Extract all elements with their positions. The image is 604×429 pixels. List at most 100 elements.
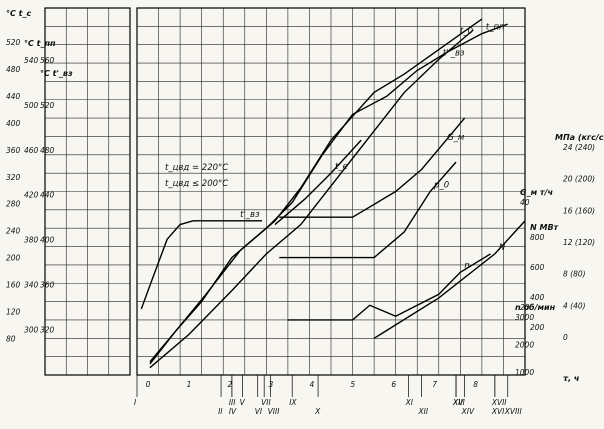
left-axis-tick-label: 320 bbox=[40, 326, 55, 335]
x-axis-tick-label: 4 bbox=[309, 380, 314, 389]
left-axis-tick-label: 120 bbox=[6, 308, 21, 317]
right-axis-header: n об/мин bbox=[515, 302, 556, 312]
series-line-n bbox=[287, 253, 491, 321]
right-axis-tick-label: 20 (200) bbox=[563, 175, 595, 184]
right-axis-header: N МВт bbox=[530, 223, 560, 232]
left-axis-tick-label: 200 bbox=[6, 254, 21, 263]
series-line-t''_вз bbox=[149, 29, 474, 369]
series-line-t_пп bbox=[149, 23, 508, 365]
right-axis-tick-label: 200 bbox=[530, 323, 545, 332]
time-mark-label: IX bbox=[289, 398, 297, 407]
left-axis-tick-label: 540 bbox=[24, 56, 39, 65]
series-line-p_0 bbox=[279, 161, 457, 259]
right-axis-tick-label: 4 (40) bbox=[563, 301, 586, 310]
left-axis-tick-label: 480 bbox=[40, 146, 55, 155]
series-label: t_пп bbox=[486, 23, 505, 33]
time-mark-label: VII bbox=[261, 398, 271, 407]
right-axis-header: G_м т/ч bbox=[520, 188, 553, 197]
x-axis-tick-label: 6 bbox=[391, 380, 396, 389]
annotation-t-cvd-200: t_цвд ≤ 200°C bbox=[165, 179, 228, 189]
time-mark-label: VIII bbox=[268, 407, 281, 416]
left-axis-tick-label: 160 bbox=[6, 281, 21, 290]
x-axis-tick-label: 2 bbox=[228, 380, 233, 389]
right-axis-tick-label: 3000 bbox=[515, 313, 534, 322]
x-axis-tick-label: 8 bbox=[473, 380, 478, 389]
series-line-N bbox=[373, 220, 526, 339]
right-axis-tick-label: 24 (240) bbox=[563, 143, 595, 152]
series-label: t'_вз bbox=[240, 210, 260, 220]
left-axis-tick-label: 300 bbox=[24, 326, 39, 335]
left-axis-tick-label: 440 bbox=[6, 92, 21, 101]
left-axis-tick-label: 460 bbox=[24, 146, 39, 155]
time-mark-label: VI bbox=[255, 407, 263, 416]
right-axis-tick-label: 1000 bbox=[515, 368, 534, 377]
left-axis-header: °C t'_вз bbox=[40, 69, 73, 78]
series-line-t'_вз bbox=[140, 220, 263, 310]
right-axis-tick-label: 800 bbox=[530, 233, 545, 242]
left-axis-tick-label: 520 bbox=[6, 38, 21, 47]
time-mark-label: XV bbox=[452, 398, 464, 407]
time-mark-label: I bbox=[134, 398, 137, 407]
left-axis-header: °C t_c bbox=[6, 9, 31, 18]
time-mark-label: IV bbox=[229, 407, 237, 416]
time-mark-label: II bbox=[218, 407, 223, 416]
left-axis-tick-label: 320 bbox=[6, 173, 21, 182]
left-axis-tick-label: 380 bbox=[24, 236, 39, 245]
time-mark-label: XVII bbox=[491, 398, 507, 407]
left-axis-tick-label: 340 bbox=[24, 281, 39, 290]
x-axis-tick-label: 1 bbox=[187, 380, 192, 389]
series-line-G_м bbox=[279, 117, 466, 218]
left-axis-tick-label: 240 bbox=[6, 227, 21, 236]
series-label: t_0 bbox=[460, 26, 473, 36]
left-strip-frame bbox=[44, 7, 131, 376]
right-axis-tick-label: 400 bbox=[530, 293, 545, 302]
series-label: t_e bbox=[335, 162, 348, 172]
right-axis-header: МПа (кгс/см²) bbox=[555, 133, 604, 142]
left-axis-tick-label: 400 bbox=[6, 119, 21, 128]
x-axis-tick-label: 5 bbox=[350, 380, 355, 389]
left-axis-tick-label: 360 bbox=[40, 281, 55, 290]
time-mark-label: X bbox=[314, 407, 321, 416]
x-axis-tick-label: 7 bbox=[432, 380, 437, 389]
right-axis-tick-label: 8 (80) bbox=[563, 270, 586, 279]
series-label: n bbox=[464, 261, 469, 271]
left-axis-tick-label: 420 bbox=[24, 191, 39, 200]
right-axis-tick-label: 600 bbox=[530, 263, 545, 272]
left-axis-header: °C t_пп bbox=[24, 39, 56, 48]
series-label: p_0 bbox=[433, 181, 449, 191]
right-axis-tick-label: 12 (120) bbox=[563, 238, 595, 247]
left-axis-tick-label: 360 bbox=[6, 146, 21, 155]
time-mark-label: XIII bbox=[452, 398, 466, 407]
left-axis-tick-label: 400 bbox=[40, 236, 55, 245]
time-mark-label: XVIII bbox=[504, 407, 523, 416]
left-axis-tick-label: 500 bbox=[24, 101, 39, 110]
x-axis-tick-label: 0 bbox=[146, 380, 151, 389]
right-axis-tick-label: 16 (160) bbox=[563, 206, 595, 215]
annotation-t-cvd-220: t_цвд = 220°C bbox=[165, 163, 228, 173]
right-axis-tick-label: 0 bbox=[563, 333, 568, 342]
time-mark-label: XIV bbox=[461, 407, 475, 416]
series-line-t_0 bbox=[149, 18, 483, 363]
right-axis-tick-label: 40 bbox=[520, 198, 530, 207]
right-axis-tick-label: 2000 bbox=[515, 341, 534, 350]
time-mark-label: V bbox=[240, 398, 246, 407]
series-label: G_м bbox=[447, 133, 465, 143]
left-axis-tick-label: 80 bbox=[6, 335, 16, 344]
left-axis-tick-label: 480 bbox=[6, 65, 21, 74]
time-mark-label: III bbox=[229, 398, 236, 407]
series-line-t_e bbox=[274, 139, 362, 226]
time-mark-label: XII bbox=[418, 407, 429, 416]
left-axis-tick-label: 280 bbox=[6, 200, 21, 209]
right-axis-tick-label: 20 bbox=[520, 303, 530, 312]
time-mark-label: XI bbox=[405, 398, 414, 407]
left-axis-tick-label: 520 bbox=[40, 101, 55, 110]
series-label: N bbox=[499, 243, 506, 253]
left-axis-tick-label: 560 bbox=[40, 56, 55, 65]
time-mark-label: XVI bbox=[491, 407, 505, 416]
plot-frame bbox=[136, 7, 526, 376]
x-axis-unit-label: τ, ч bbox=[563, 374, 580, 383]
left-axis-tick-label: 440 bbox=[40, 191, 55, 200]
series-label: t''_вз bbox=[443, 48, 465, 58]
